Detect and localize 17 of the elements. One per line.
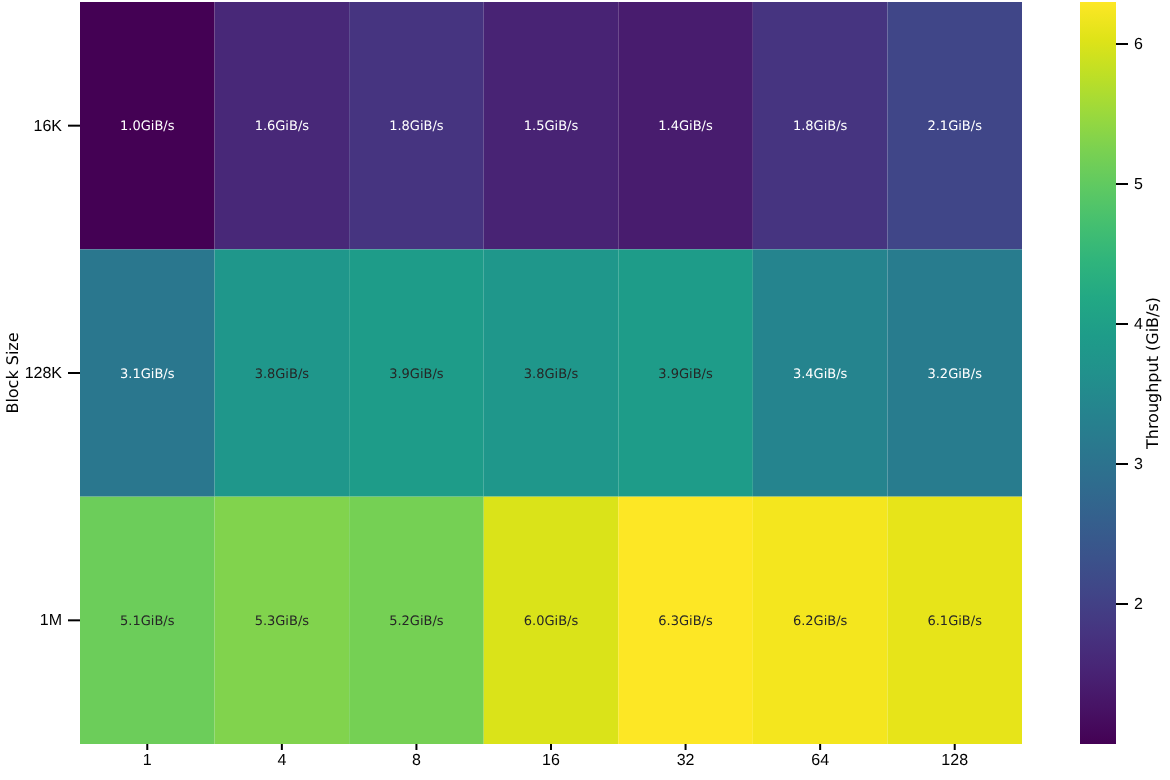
color-bar-label: 4 — [1134, 315, 1144, 334]
color-bar-label: 2 — [1134, 595, 1144, 614]
x-tick-label: 4 — [277, 751, 288, 770]
color-bar-label: 5 — [1134, 175, 1144, 194]
y-axis-title: Block Size — [4, 332, 22, 414]
color-bar-label: 3 — [1134, 455, 1144, 474]
y-tick-label: 128K — [24, 364, 64, 383]
x-tick-label: 32 — [676, 751, 696, 770]
x-tick-label: 128 — [941, 751, 970, 770]
y-tick-label: 1M — [39, 611, 63, 630]
color-bar-label: 6 — [1134, 35, 1144, 54]
x-tick-label: 16 — [542, 751, 561, 770]
y-tick-label: 16K — [33, 116, 64, 135]
x-tick-label: 8 — [411, 751, 422, 770]
x-tick-label: 64 — [811, 751, 831, 770]
x-tick-label: 1 — [142, 751, 153, 770]
color-bar-title: Throughput (GiB/s) — [1144, 296, 1162, 452]
